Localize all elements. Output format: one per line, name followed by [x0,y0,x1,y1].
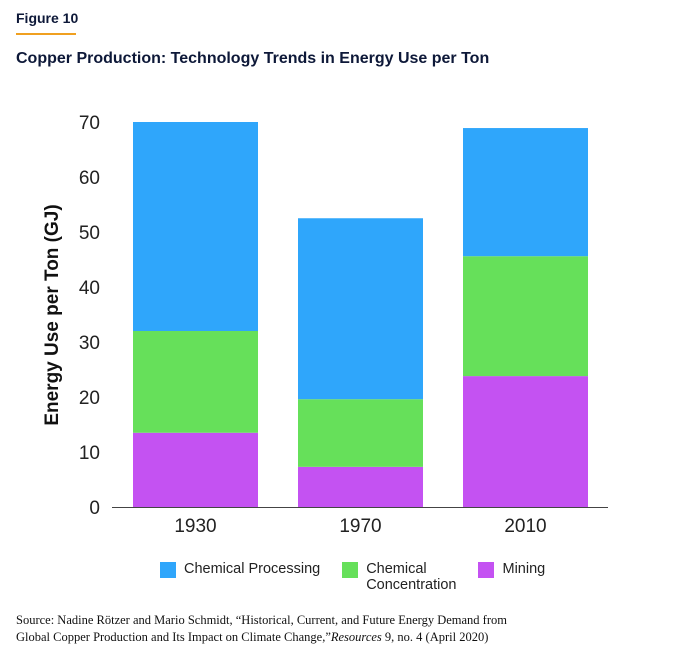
y-tick-label: 70 [79,113,100,134]
legend-label: Mining [502,561,546,577]
x-tick-label: 1930 [174,516,216,537]
y-tick-label: 20 [79,388,100,409]
bar-mining-1970 [298,466,423,507]
source-line-2-end: 9, no. 4 (April 2020) [381,630,489,644]
source-line-1: Source: Nadine Rötzer and Mario Schmidt,… [16,613,507,627]
legend-swatch [342,562,359,578]
y-tick-label: 10 [79,443,100,464]
y-tick-label: 30 [79,333,100,354]
source-line-2: Global Copper Production and Its Impact … [16,630,331,644]
y-tick-label: 60 [79,168,100,189]
y-tick-label: 0 [89,498,100,519]
legend-label-line2: Concentration [366,577,457,593]
figure-label: Figure 10 [16,10,79,26]
y-tick-label: 50 [79,223,100,244]
source-journal: Resources [330,630,382,644]
source-note: Source: Nadine Rötzer and Mario Schmidt,… [16,612,576,646]
legend-label-line1: Chemical [366,561,427,577]
legend-label: Chemical Processing [184,561,321,577]
bar-mining-1930 [133,432,258,507]
legend-item-chemical-concentration: Chemical Concentration [342,561,456,593]
x-tick-label: 2010 [504,516,546,537]
bar-chemical-processing-1970 [298,218,423,400]
chart-title: Copper Production: Technology Trends in … [16,50,490,67]
legend: Chemical Processing Chemical Concentratio… [160,561,567,593]
legend-swatch [478,562,495,578]
bar-chemical-processing-1930 [133,122,258,331]
legend-item-mining: Mining [478,561,545,593]
legend-label: Chemical Concentration [366,561,456,593]
bar-chemical-concentration-2010 [463,256,588,377]
bar-chemical-concentration-1970 [298,399,423,467]
y-axis-label: Energy Use per Ton (GJ) [42,204,63,425]
bar-chemical-processing-2010 [463,128,588,257]
x-tick-label: 1970 [339,516,381,537]
bar-chemical-concentration-1930 [133,331,258,433]
y-tick-label: 40 [79,278,100,299]
legend-swatch [160,562,176,578]
legend-item-chemical-processing: Chemical Processing [160,561,320,593]
figure-underline [16,33,76,35]
bar-mining-2010 [463,376,588,507]
